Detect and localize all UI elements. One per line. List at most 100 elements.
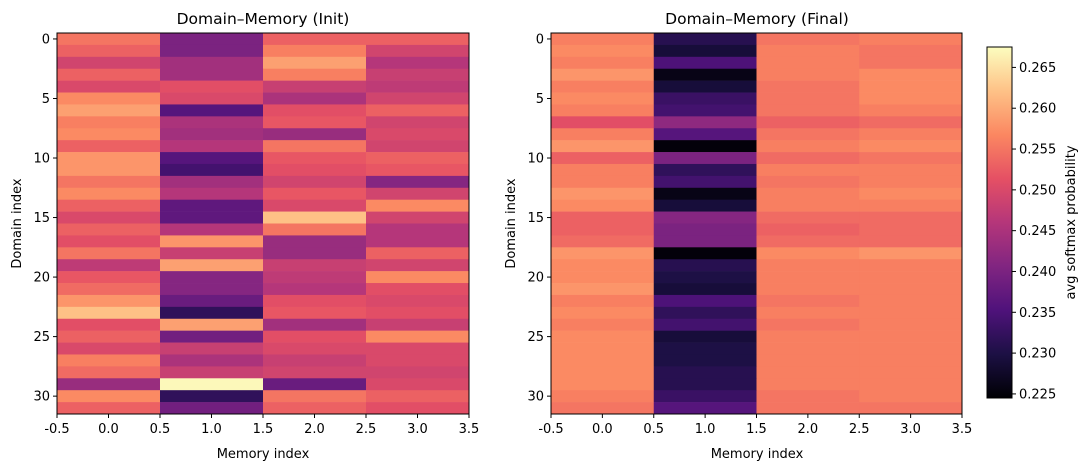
y-tick-label: 5 [536,92,544,107]
heatmap-cell [57,152,161,165]
y-tick-label: 5 [42,92,50,107]
y-tick-label: 25 [527,330,544,345]
heatmap-cell [756,199,860,212]
heatmap-cell [57,378,161,391]
heatmap-cell [756,140,860,153]
heatmap-cell [366,366,470,379]
heatmap-cell [57,330,161,343]
heatmap-cell [57,104,161,117]
heatmap-cell [160,306,264,320]
heatmap-cell [859,56,963,70]
heatmap-cell [160,247,264,260]
heatmap-cell [551,116,655,129]
heatmap-cell [57,306,161,320]
heatmap-cell [551,187,655,200]
heatmap-cell [366,402,470,415]
heatmap-cell [653,342,757,355]
heatmap-cell [57,342,161,355]
heatmap-cell [160,140,264,153]
heatmap-cell [551,68,655,81]
heatmap-cell [859,175,963,189]
heatmap-cell [263,140,367,153]
heatmap-cell [57,235,161,248]
heatmap-cell [551,294,655,308]
heatmap-cell [653,104,757,117]
heatmap-cell [263,247,367,260]
heatmap-cell [366,116,470,129]
heatmap-cell [263,223,367,236]
heatmap-cell [263,354,367,367]
heatmap-cell [859,116,963,129]
heatmap-cell [653,33,757,46]
init-title: Domain–Memory (Init) [177,10,350,28]
heatmap-cell [57,80,161,93]
heatmap-cell [859,318,963,331]
heatmap-cell [551,318,655,331]
colorbar-tick-label: 0.245 [1019,224,1056,239]
heatmap-cell [859,402,963,415]
heatmap-cell [551,152,655,165]
heatmap-cell [57,247,161,260]
heatmap-cell [653,366,757,379]
heatmap-cell [859,80,963,93]
heatmap-cell [160,104,264,117]
heatmap-cell [263,104,367,117]
heatmap-cell [653,247,757,260]
x-tick-label: -0.5 [44,422,69,437]
heatmap-cell [160,259,264,272]
y-tick-label: 10 [527,152,544,167]
heatmap-cell [160,128,264,141]
heatmap-cell [160,199,264,212]
x-tick-label: 0.0 [592,422,613,437]
heatmap-cell [263,56,367,70]
heatmap-cell [263,259,367,272]
heatmap-cell [57,390,161,403]
heatmap-cell [551,259,655,272]
heatmap-cell [366,223,470,236]
heatmap-cell [551,354,655,367]
heatmap-cell [160,80,264,93]
init-y-label: Domain index [10,178,25,268]
init-x-ticks: -0.5 0.0 0.5 1.0 1.5 2.0 2.5 3.0 3.5 [44,414,479,437]
heatmap-cell [366,306,470,320]
heatmap-cell [756,366,860,379]
final-y-ticks: 0 5 10 15 20 25 30 [527,32,551,405]
heatmap-cell [57,294,161,308]
heatmap-cell [653,175,757,189]
heatmap-cell [366,283,470,296]
heatmap-cell [366,378,470,391]
heatmap-cell [263,163,367,177]
heatmap-cell [653,235,757,248]
heatmap-cell [366,56,470,70]
heatmap-cell [653,271,757,284]
heatmap-cell [551,128,655,141]
heatmap-cell [756,271,860,284]
heatmap-cell [366,354,470,367]
heatmap-cell [653,306,757,320]
heatmap-cell [57,175,161,189]
heatmap-cell [551,235,655,248]
x-tick-label: 1.0 [201,422,222,437]
heatmap-cell [57,223,161,236]
heatmap-cell [551,163,655,177]
heatmap-cell [756,104,860,117]
heatmap-cell [263,271,367,284]
x-tick-label: 3.0 [900,422,921,437]
heatmap-cell [756,283,860,296]
heatmap-cell [653,163,757,177]
heatmap-cell [653,223,757,236]
heatmap-cell [263,152,367,165]
heatmap-cell [551,306,655,320]
init-y-ticks: 0 5 10 15 20 25 30 [33,32,57,405]
x-tick-label: 0.0 [98,422,119,437]
y-tick-label: 10 [33,152,50,167]
heatmap-cell [263,128,367,141]
heatmap-cell [366,235,470,248]
heatmap-cell [551,271,655,284]
heatmap-cell [653,390,757,403]
x-tick-label: 2.0 [798,422,819,437]
heatmap-cell [859,354,963,367]
colorbar-tick-label: 0.235 [1019,306,1056,321]
heatmap-cell [859,247,963,260]
heatmap-cell [366,199,470,212]
